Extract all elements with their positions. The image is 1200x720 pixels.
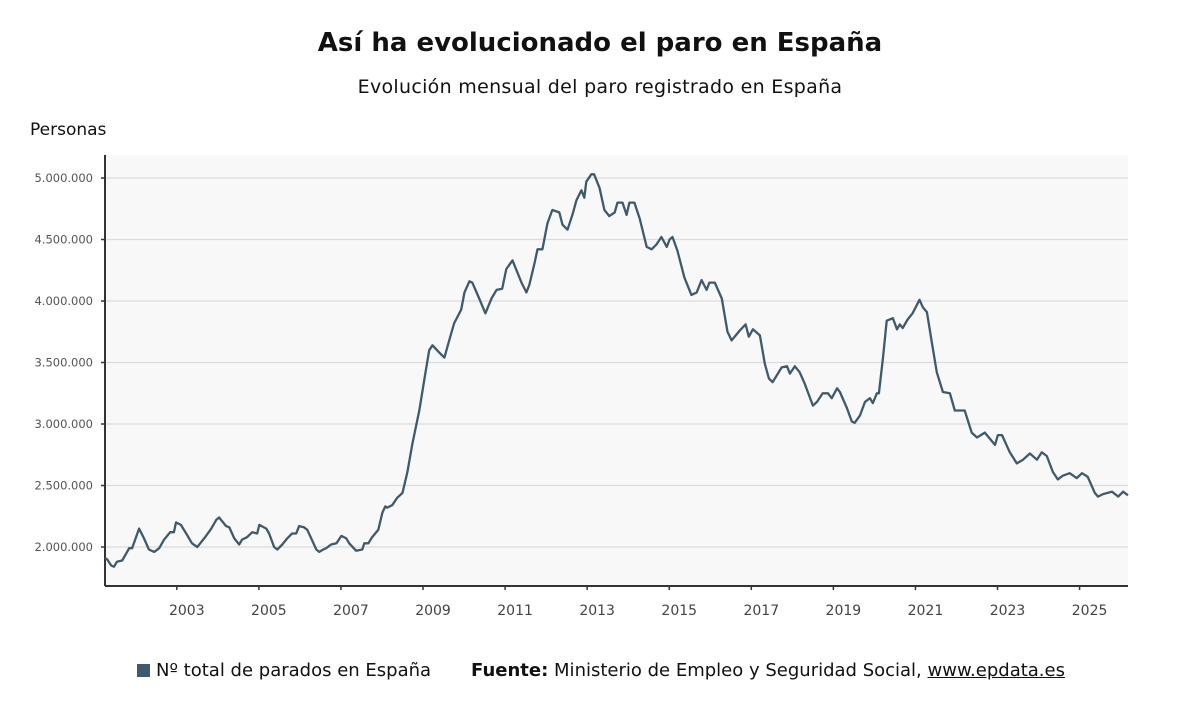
legend-series-label[interactable]: Nº total de parados en España (156, 660, 432, 681)
series-line (104, 173, 1129, 568)
x-tick-label: 2021 (908, 603, 944, 619)
y-axis-label: Personas (30, 120, 107, 140)
x-tick-label: 2005 (251, 603, 287, 619)
legend-swatch (137, 664, 150, 677)
x-tick-label: 2007 (333, 603, 369, 619)
x-tick-label: 2017 (743, 603, 779, 619)
y-tick-label: 2.500.000 (34, 479, 93, 493)
source-link[interactable]: www.epdata.es (927, 660, 1065, 681)
y-tick-label: 3.500.000 (34, 356, 93, 370)
source-text: Ministerio de Empleo y Seguridad Social, (554, 660, 922, 681)
chart-subtitle: Evolución mensual del paro registrado en… (357, 76, 843, 98)
y-tick-label: 2.000.000 (34, 540, 93, 554)
x-tick-label: 2009 (415, 603, 451, 619)
y-tick-label: 4.500.000 (34, 233, 93, 247)
y-tick-label: 5.000.000 (34, 171, 93, 185)
x-tick-label: 2015 (661, 603, 697, 619)
source-label: Fuente: (471, 660, 549, 681)
chart-title: Así ha evolucionado el paro en España (317, 28, 883, 58)
x-tick-label: 2003 (169, 603, 205, 619)
x-tick-label: 2019 (826, 603, 862, 619)
legend: Nº total de parados en España Fuente: Mi… (137, 660, 1065, 681)
y-tick-label: 4.000.000 (34, 294, 93, 308)
x-tick-label: 2011 (497, 603, 533, 619)
x-tick-label: 2025 (1072, 603, 1108, 619)
source-note: Fuente: Ministerio de Empleo y Seguridad… (471, 660, 1065, 681)
y-tick-label: 3.000.000 (34, 417, 93, 431)
plot-area (105, 155, 1128, 586)
x-tick-label: 2023 (990, 603, 1026, 619)
x-tick-label: 2013 (579, 603, 615, 619)
